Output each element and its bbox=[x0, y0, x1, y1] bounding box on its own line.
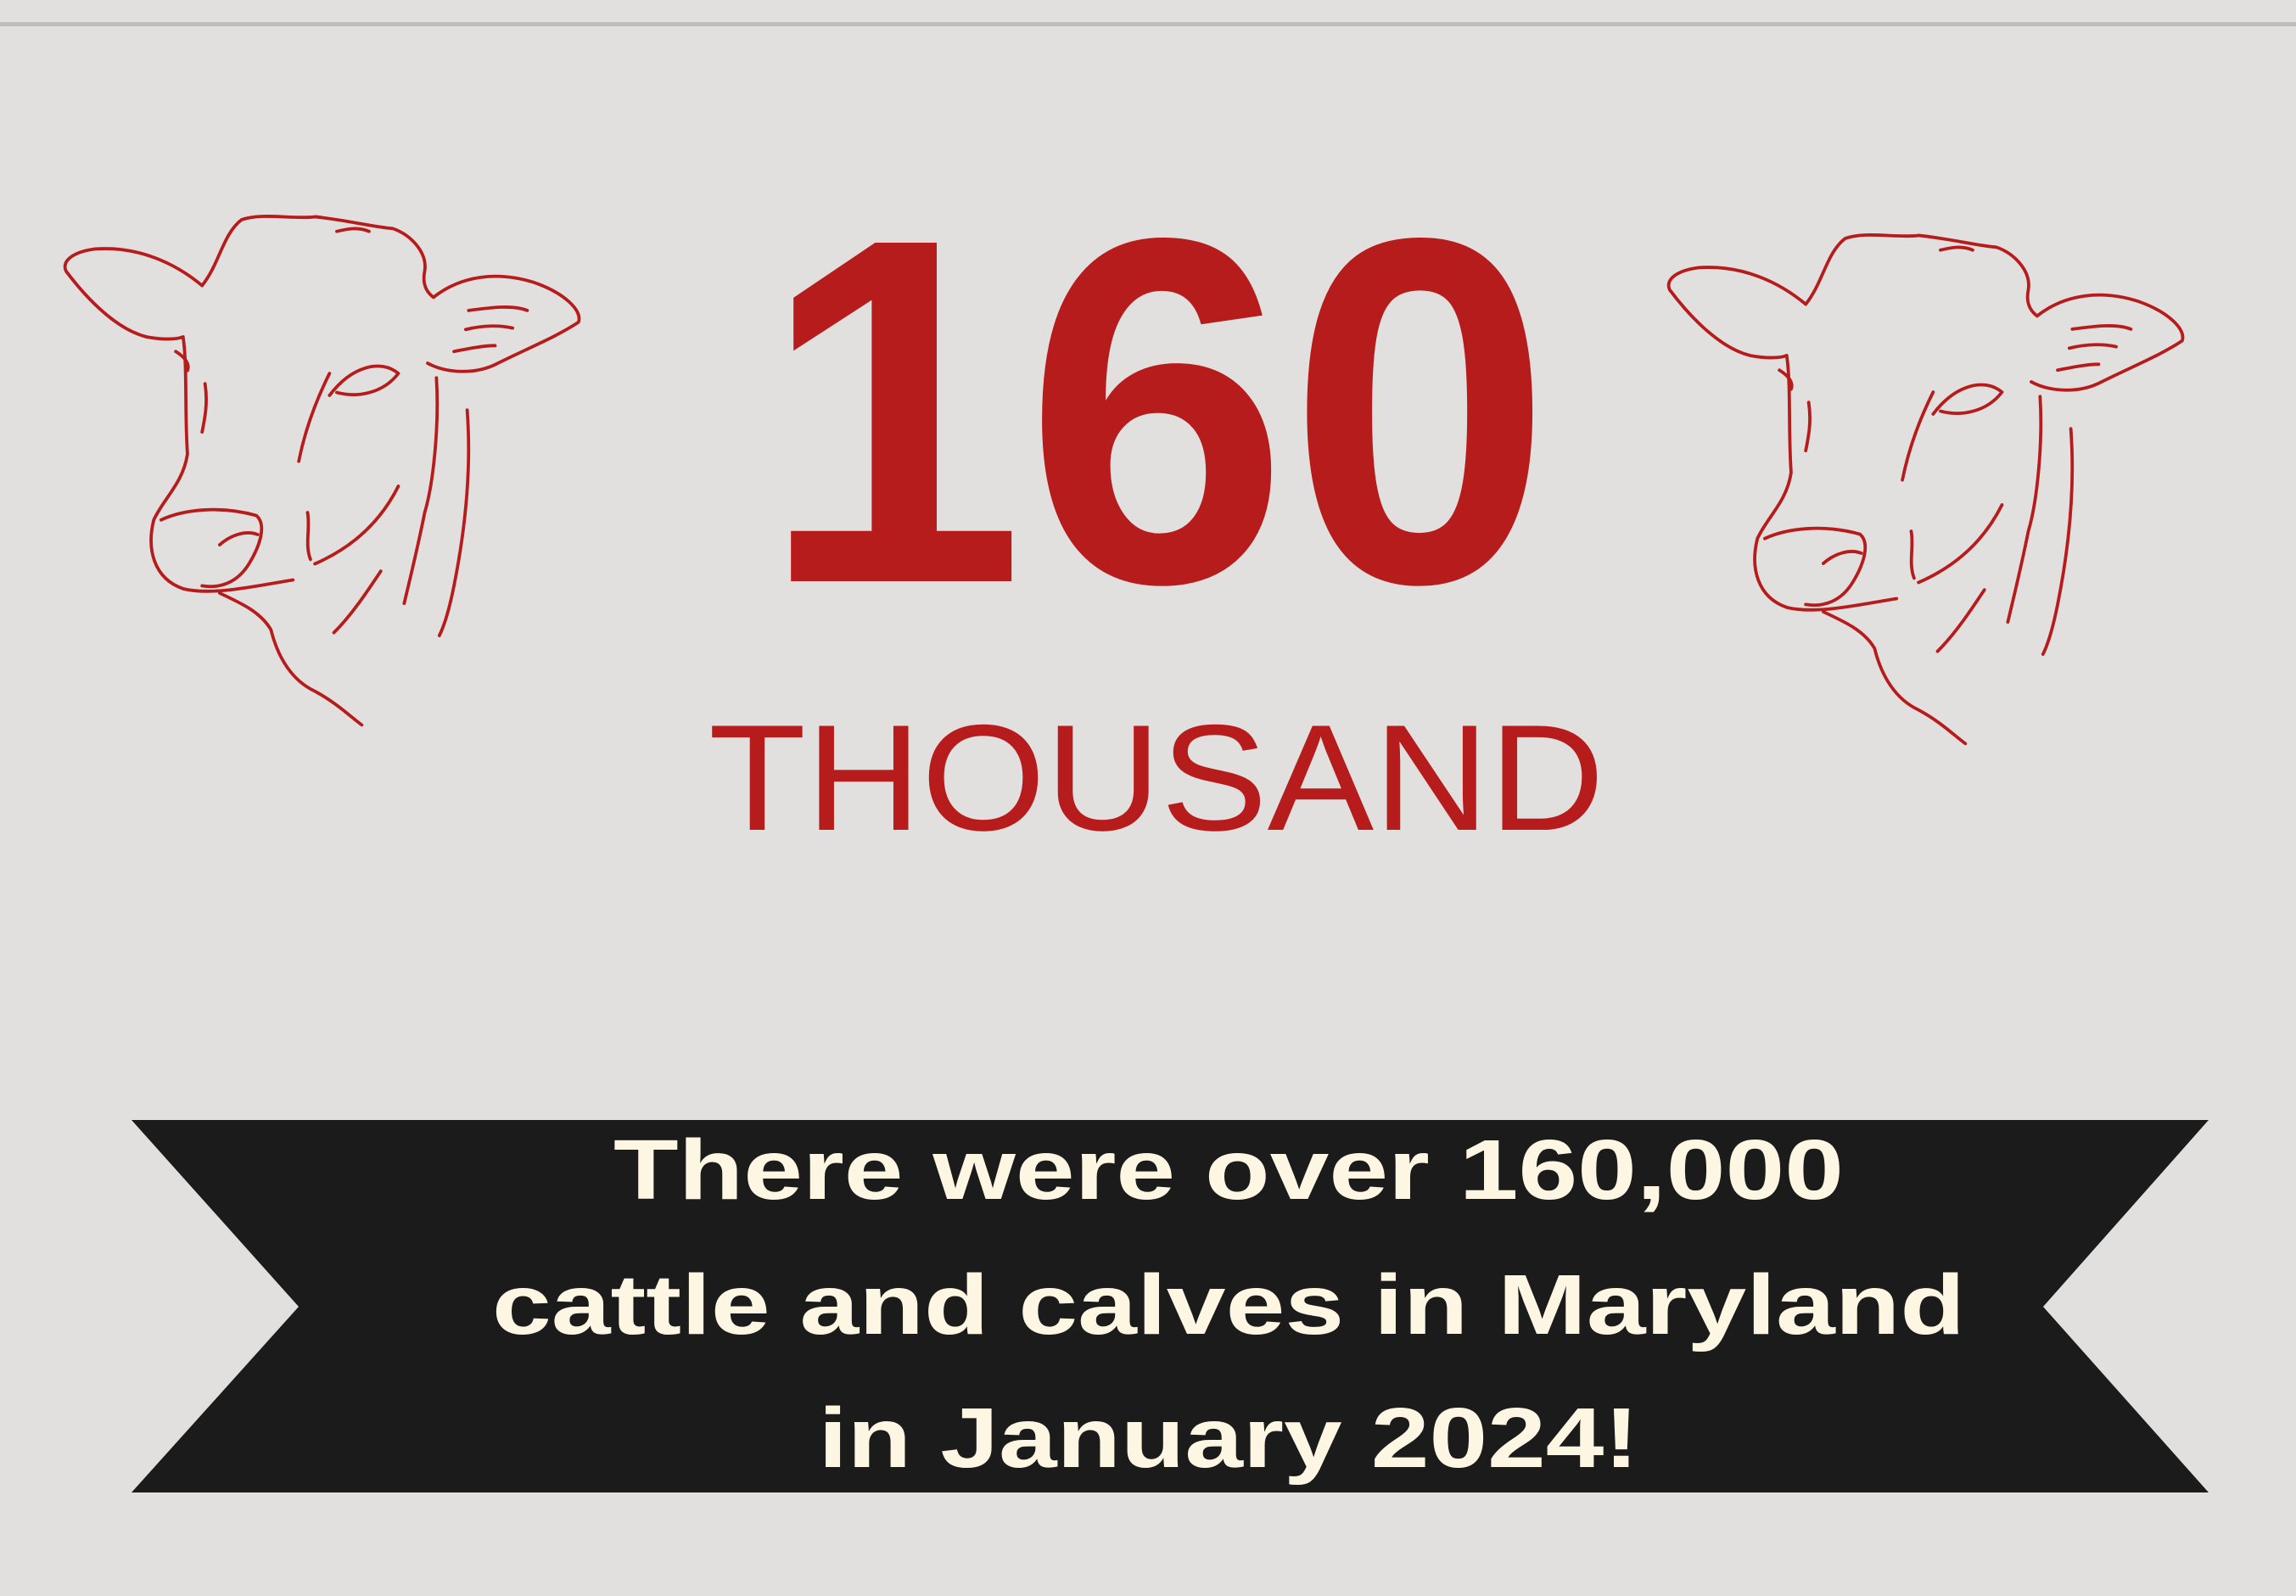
banner-text: in January 2024! bbox=[819, 1391, 1639, 1486]
page: 160 THOUSAND There were over 160,000 cat… bbox=[0, 0, 2296, 1596]
banner-text: cattle and calves in Maryland bbox=[492, 1257, 1965, 1352]
top-rule bbox=[0, 22, 2296, 26]
headline-unit: THOUSAND bbox=[708, 693, 1604, 862]
headline-number: 160 bbox=[761, 136, 1552, 686]
infographic: 160 THOUSAND There were over 160,000 cat… bbox=[0, 0, 2296, 1596]
banner-text: There were over 160,000 bbox=[613, 1123, 1844, 1218]
